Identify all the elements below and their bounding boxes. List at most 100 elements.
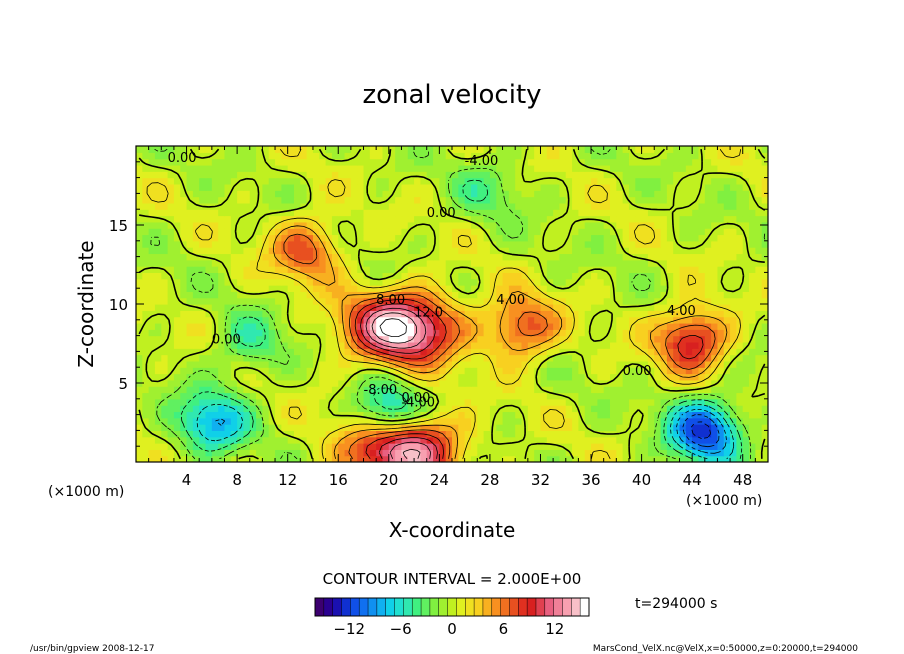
heatmap-cell [578,398,586,406]
heatmap-cell [761,202,768,210]
heatmap-cell [559,335,567,343]
heatmap-cell [546,417,554,425]
heatmap-cell [736,424,744,431]
heatmap-cell [262,278,270,286]
heatmap-cell [527,367,535,375]
heatmap-cell [502,209,510,217]
heatmap-cell [433,455,440,462]
heatmap-cell [723,405,731,413]
heatmap-cell [470,215,478,223]
heatmap-cell [243,215,251,223]
heatmap-cell [281,424,289,431]
heatmap-cell [730,329,737,337]
heatmap-cell [730,221,737,229]
heatmap-cell [711,297,719,305]
heatmap-cell [723,354,731,362]
heatmap-cell [704,146,712,153]
heatmap-cell [256,278,263,286]
heatmap-cell [597,259,605,267]
heatmap-cell [641,291,649,299]
heatmap-cell [186,354,194,362]
heatmap-cell [136,196,143,204]
heatmap-cell [692,253,700,261]
heatmap-cell [489,158,497,166]
heatmap-cell [350,297,358,305]
heatmap-cell [502,354,510,362]
heatmap-cell [521,449,529,457]
heatmap-cell [249,348,257,356]
heatmap-cell [211,367,219,375]
heatmap-cell [692,228,700,236]
heatmap-cell [407,335,415,343]
heatmap-cell [597,215,605,223]
heatmap-cell [186,341,194,349]
heatmap-cell [584,443,592,450]
heatmap-cell [319,158,327,166]
heatmap-cell [540,322,548,330]
heatmap-cell [338,297,346,305]
heatmap-cell [616,341,624,349]
heatmap-cell [414,310,421,318]
heatmap-cell [142,152,150,160]
heatmap-cell [654,329,662,337]
heatmap-cell [161,449,169,457]
heatmap-cell [591,272,598,280]
heatmap-cell [553,386,561,394]
heatmap-cell [426,411,434,419]
heatmap-cell [749,304,756,311]
heatmap-cell [376,158,384,166]
heatmap-cell [647,158,655,166]
heatmap-cell [439,234,447,242]
heatmap-cell [483,430,491,438]
heatmap-cell [698,398,706,406]
heatmap-cell [464,240,472,248]
heatmap-cell [186,158,194,166]
heatmap-cell [597,436,605,444]
heatmap-cell [508,240,516,248]
heatmap-cell [331,348,339,356]
heatmap-cell [610,196,617,204]
heatmap-cell [654,196,662,204]
heatmap-cell [597,379,605,387]
heatmap-cell [711,436,719,444]
heatmap-cell [749,449,756,457]
heatmap-cell [717,398,725,406]
heatmap-cell [173,417,181,425]
heatmap-cell [167,202,175,210]
heatmap-cell [730,247,737,255]
heatmap-cell [344,449,352,457]
heatmap-cell [142,449,150,457]
heatmap-cell [685,367,693,375]
heatmap-cell [281,297,289,305]
heatmap-cell [723,430,731,438]
heatmap-cell [275,196,282,204]
heatmap-cell [401,272,409,280]
heatmap-cell [483,455,491,462]
heatmap-cell [256,152,263,160]
heatmap-cell [433,436,440,444]
heatmap-cell [755,259,763,267]
heatmap-cell [584,228,592,236]
heatmap-cell [749,386,756,394]
heatmap-cell [515,348,523,356]
heatmap-cell [622,285,630,292]
heatmap-cell [426,354,434,362]
heatmap-cell [483,360,491,368]
heatmap-cell [553,259,561,267]
heatmap-cell [622,386,630,394]
heatmap-cell [591,354,598,362]
heatmap-cell [426,240,434,248]
heatmap-cell [369,405,377,413]
heatmap-cell [256,196,263,204]
heatmap-cell [395,146,403,153]
heatmap-cell [199,304,207,311]
heatmap-cell [679,360,687,368]
heatmap-cell [565,405,573,413]
heatmap-cell [603,278,611,286]
heatmap-cell [186,322,194,330]
heatmap-cell [610,449,617,457]
heatmap-cell [692,348,700,356]
heatmap-cell [388,341,396,349]
heatmap-cell [369,367,377,375]
heatmap-cell [325,335,333,343]
